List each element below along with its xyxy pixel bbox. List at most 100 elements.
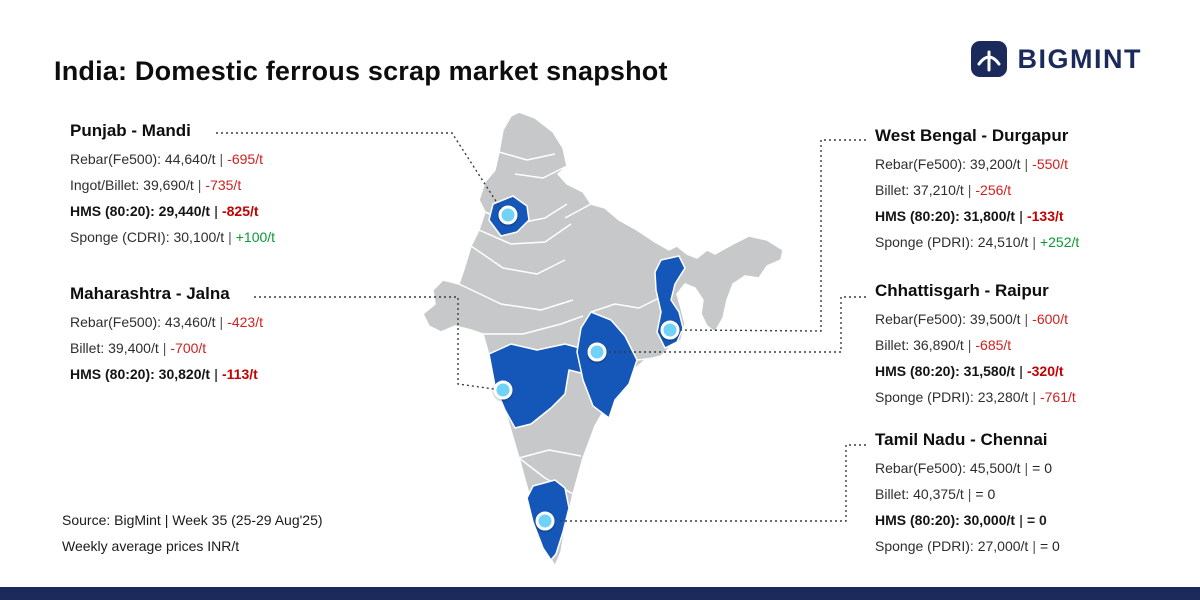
- marker-jalna: [493, 380, 513, 400]
- callout-title: Maharashtra - Jalna: [70, 284, 230, 303]
- price-label: Rebar(Fe500): 44,640/t: [70, 151, 216, 167]
- price-row: Rebar(Fe500): 43,460/t | -423/t: [70, 309, 370, 335]
- callout-title: West Bengal - Durgapur: [875, 126, 1069, 145]
- separator: |: [219, 151, 224, 167]
- price-label: HMS (80:20): 29,440/t: [70, 203, 211, 219]
- callout-chhattisgarh-raipur: Chhattisgarh - Raipur Rebar(Fe500): 39,5…: [875, 281, 1175, 410]
- price-row: Billet: 39,400/t | -700/t: [70, 335, 370, 361]
- change-value: = 0: [975, 486, 996, 502]
- price-row: Rebar(Fe500): 39,500/t | -600/t: [875, 306, 1175, 332]
- change-value: -113/t: [221, 366, 258, 382]
- separator: |: [214, 203, 218, 219]
- change-value: -423/t: [227, 314, 263, 330]
- price-label: Billet: 36,890/t: [875, 337, 964, 353]
- price-label: Rebar(Fe500): 43,460/t: [70, 314, 216, 330]
- price-label: Rebar(Fe500): 39,500/t: [875, 311, 1021, 327]
- price-row: HMS (80:20): 30,000/t | = 0: [875, 507, 1175, 533]
- price-row: Sponge (CDRI): 30,100/t | +100/t: [70, 224, 370, 250]
- source-note: Source: BigMint | Week 35 (25-29 Aug'25): [62, 512, 323, 528]
- bottom-accent-bar: [0, 587, 1200, 600]
- price-label: Ingot/Billet: 39,690/t: [70, 177, 194, 193]
- price-label: Sponge (CDRI): 30,100/t: [70, 229, 225, 245]
- separator: |: [214, 366, 218, 382]
- separator: |: [197, 177, 202, 193]
- change-value: +100/t: [235, 229, 276, 245]
- separator: |: [1032, 538, 1036, 554]
- price-row: HMS (80:20): 30,820/t | -113/t: [70, 361, 370, 387]
- callout-title: Tamil Nadu - Chennai: [875, 430, 1048, 449]
- price-row: HMS (80:20): 29,440/t | -825/t: [70, 198, 370, 224]
- separator: |: [1019, 208, 1023, 224]
- separator: |: [162, 340, 167, 356]
- separator: |: [967, 486, 972, 502]
- price-label: HMS (80:20): 30,820/t: [70, 366, 211, 382]
- change-value: -735/t: [205, 177, 242, 193]
- price-label: HMS (80:20): 31,800/t: [875, 208, 1016, 224]
- change-value: -550/t: [1032, 156, 1068, 172]
- change-value: -256/t: [975, 182, 1012, 198]
- change-value: -695/t: [227, 151, 263, 167]
- separator: |: [1032, 389, 1036, 405]
- price-row: Rebar(Fe500): 39,200/t | -550/t: [875, 151, 1175, 177]
- price-label: HMS (80:20): 31,580/t: [875, 363, 1016, 379]
- state-maharashtra: [488, 343, 598, 429]
- separator: |: [1032, 234, 1036, 250]
- callout-punjab-mandi: Punjab - Mandi Rebar(Fe500): 44,640/t | -6…: [70, 121, 370, 250]
- price-row: HMS (80:20): 31,580/t | -320/t: [875, 358, 1175, 384]
- price-label: Billet: 39,400/t: [70, 340, 159, 356]
- bigmint-logo: BIGMINT: [970, 40, 1143, 78]
- price-label: Billet: 40,375/t: [875, 486, 964, 502]
- price-label: Billet: 37,210/t: [875, 182, 964, 198]
- change-value: -825/t: [221, 203, 259, 219]
- change-value: -600/t: [1032, 311, 1068, 327]
- price-row: Sponge (PDRI): 23,280/t | -761/t: [875, 384, 1175, 410]
- change-value: = 0: [1032, 460, 1053, 476]
- price-row: Billet: 40,375/t | = 0: [875, 481, 1175, 507]
- price-row: Sponge (PDRI): 24,510/t | +252/t: [875, 229, 1175, 255]
- price-row: Billet: 36,890/t | -685/t: [875, 332, 1175, 358]
- price-label: HMS (80:20): 30,000/t: [875, 512, 1016, 528]
- bigmint-logo-icon: [970, 41, 1007, 77]
- marker-raipur: [587, 342, 607, 362]
- callout-maharashtra-jalna: Maharashtra - Jalna Rebar(Fe500): 43,460…: [70, 284, 370, 387]
- bigmint-logo-text: BIGMINT: [1017, 43, 1142, 74]
- price-row: Sponge (PDRI): 27,000/t | = 0: [875, 533, 1175, 559]
- change-value: -700/t: [170, 340, 207, 356]
- price-label: Sponge (PDRI): 27,000/t: [875, 538, 1029, 554]
- callout-west-bengal-durgapur: West Bengal - Durgapur Rebar(Fe500): 39,…: [875, 126, 1175, 255]
- price-row: Billet: 37,210/t | -256/t: [875, 177, 1175, 203]
- marker-mandi: [498, 205, 518, 225]
- separator: |: [1024, 460, 1029, 476]
- price-label: Rebar(Fe500): 39,200/t: [875, 156, 1021, 172]
- price-label: Sponge (PDRI): 23,280/t: [875, 389, 1029, 405]
- change-value: -685/t: [975, 337, 1012, 353]
- marker-chennai: [535, 511, 555, 531]
- price-unit-note: Weekly average prices INR/t: [62, 538, 240, 554]
- price-row: Ingot/Billet: 39,690/t | -735/t: [70, 172, 370, 198]
- price-row: Rebar(Fe500): 44,640/t | -695/t: [70, 146, 370, 172]
- change-value: = 0: [1026, 512, 1047, 528]
- separator: |: [1024, 311, 1029, 327]
- change-value: +252/t: [1039, 234, 1080, 250]
- price-row: Rebar(Fe500): 45,500/t | = 0: [875, 455, 1175, 481]
- callout-tamil-nadu-chennai: Tamil Nadu - Chennai Rebar(Fe500): 45,50…: [875, 430, 1175, 559]
- separator: |: [967, 182, 972, 198]
- india-map: [422, 111, 784, 567]
- callout-title: Chhattisgarh - Raipur: [875, 281, 1049, 300]
- separator: |: [1019, 363, 1023, 379]
- callout-title: Punjab - Mandi: [70, 121, 191, 140]
- change-value: -761/t: [1039, 389, 1076, 405]
- price-label: Rebar(Fe500): 45,500/t: [875, 460, 1021, 476]
- page-title: India: Domestic ferrous scrap market sna…: [54, 56, 668, 86]
- price-label: Sponge (PDRI): 24,510/t: [875, 234, 1029, 250]
- change-value: = 0: [1039, 538, 1060, 554]
- marker-durgapur: [660, 320, 680, 340]
- separator: |: [1019, 512, 1023, 528]
- price-row: HMS (80:20): 31,800/t | -133/t: [875, 203, 1175, 229]
- separator: |: [1024, 156, 1029, 172]
- change-value: -133/t: [1026, 208, 1064, 224]
- change-value: -320/t: [1026, 363, 1064, 379]
- separator: |: [228, 229, 232, 245]
- separator: |: [219, 314, 224, 330]
